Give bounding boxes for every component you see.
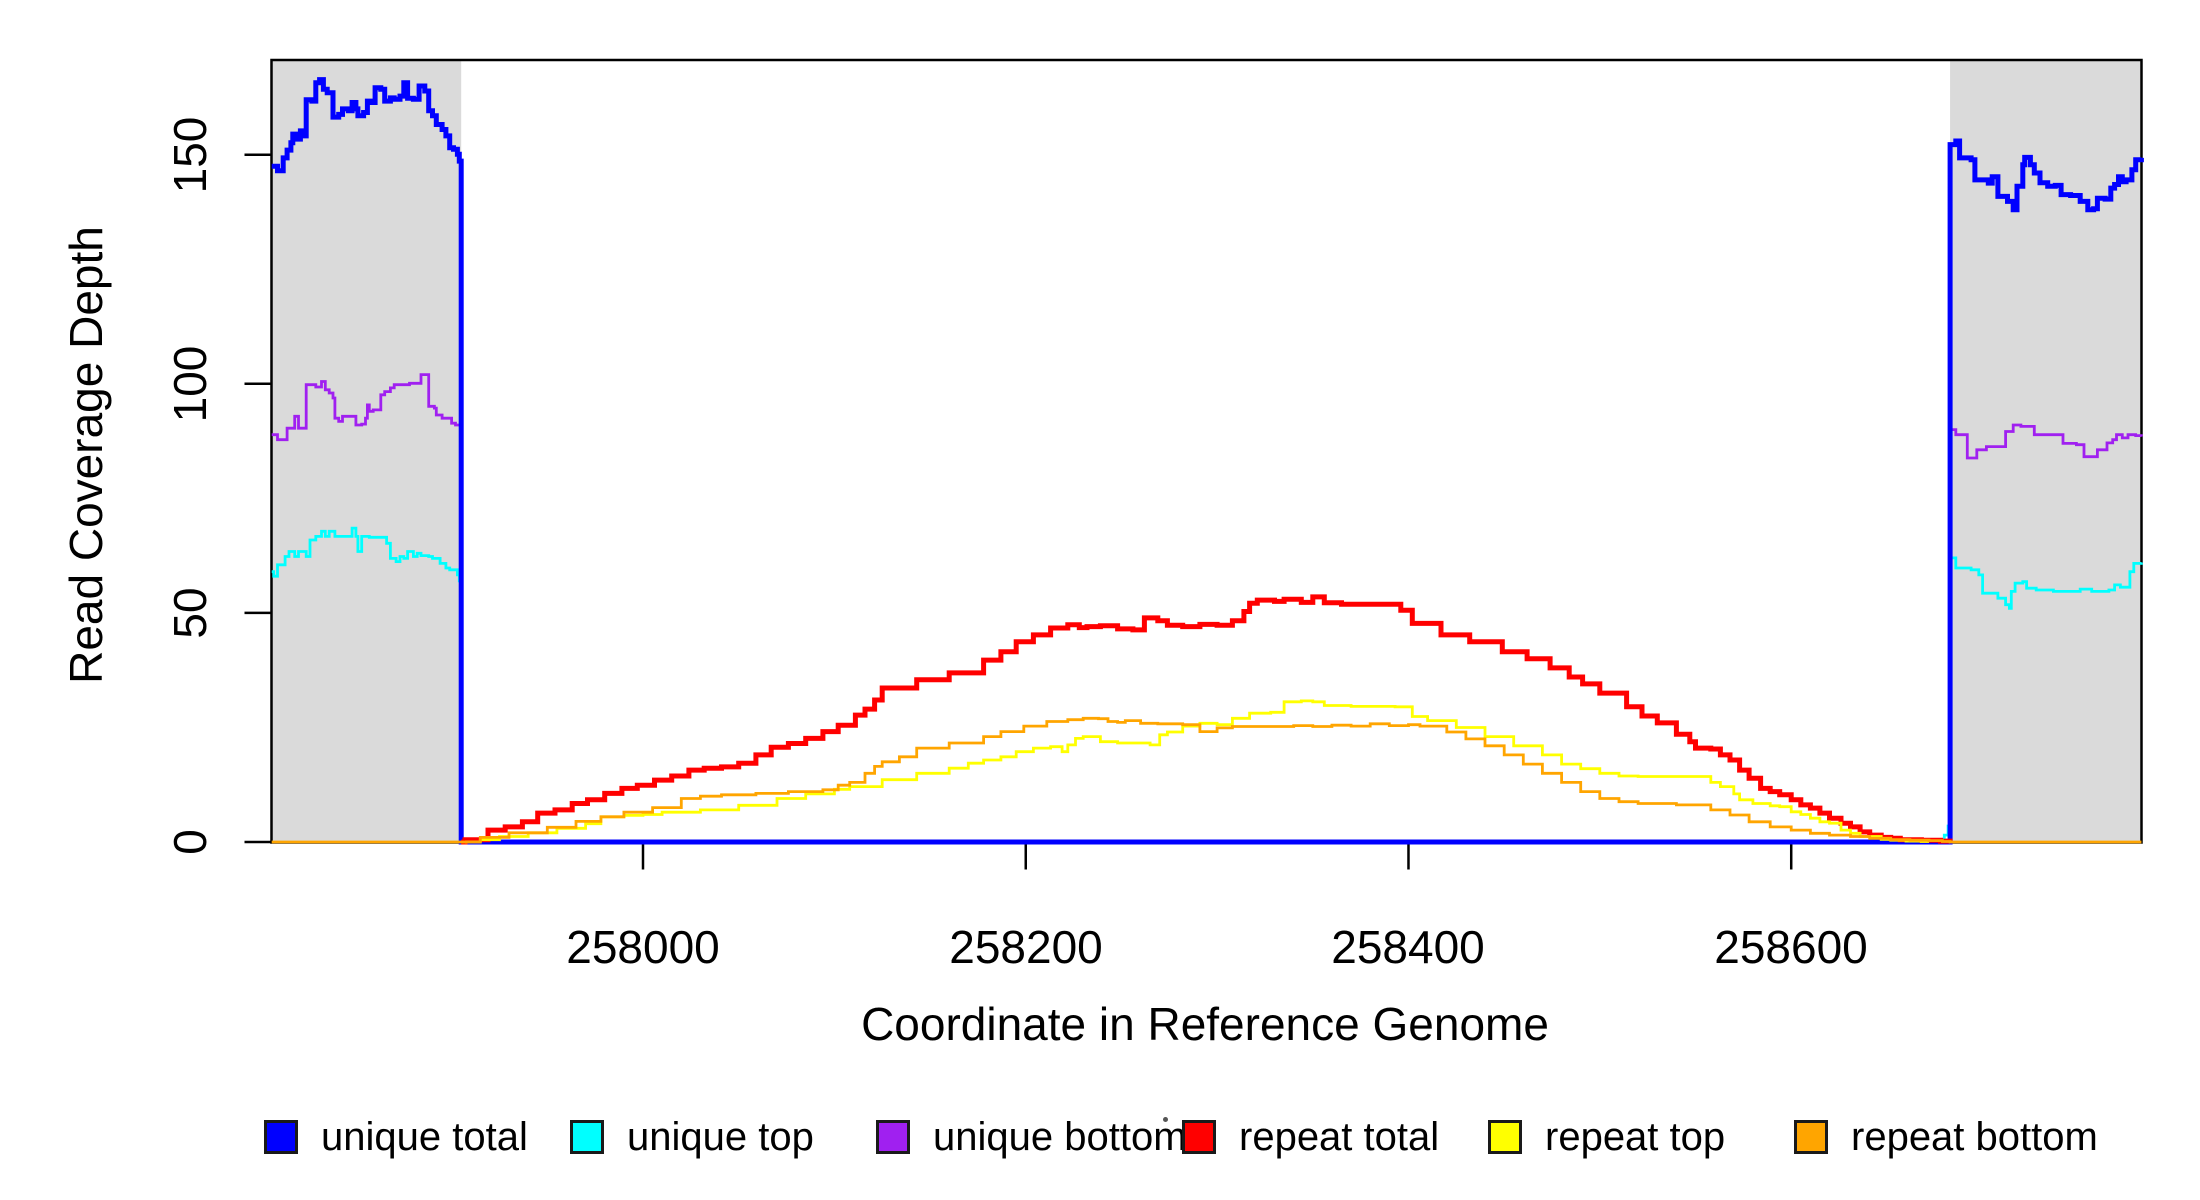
legend-label-repeat-top: repeat top xyxy=(1545,1115,1726,1159)
y-tick-label-100: 100 xyxy=(164,345,216,423)
legend-label-repeat-bottom: repeat bottom xyxy=(1851,1115,2098,1159)
legend-label-unique-total: unique total xyxy=(321,1115,528,1159)
legend-label-unique-bottom: unique bottom xyxy=(933,1115,1187,1159)
legend-swatch-repeat-bottom xyxy=(1794,1120,1828,1154)
x-tick-label-258600: 258600 xyxy=(1714,921,1868,973)
x-axis-title: Coordinate in Reference Genome xyxy=(861,998,1549,1050)
x-tick-label-258400: 258400 xyxy=(1331,921,1485,973)
series-unique-bottom-line xyxy=(271,373,2143,844)
legend-artifact-dot xyxy=(1163,1117,1168,1122)
x-tick-label-258200: 258200 xyxy=(949,921,1103,973)
legend-swatch-unique-bottom xyxy=(876,1120,910,1154)
series-repeat-total-line xyxy=(461,594,1953,845)
y-axis-title: Read Coverage Depth xyxy=(60,226,112,684)
y-tick-label-150: 150 xyxy=(164,116,216,194)
legend-swatch-unique-total xyxy=(264,1120,298,1154)
legend-swatch-repeat-top xyxy=(1488,1120,1522,1154)
legend-label-unique-top: unique top xyxy=(627,1115,814,1159)
series-repeat-bottom-line xyxy=(271,716,2142,844)
legend-label-repeat-total: repeat total xyxy=(1239,1115,1440,1159)
series-unique-top-line xyxy=(271,526,2143,844)
y-tick-label-50: 50 xyxy=(164,587,216,639)
shaded-region-left xyxy=(271,61,462,842)
legend-swatch-repeat-total xyxy=(1182,1120,1216,1154)
plot-box-border xyxy=(270,58,2143,844)
series-unique-total-line xyxy=(271,77,2144,845)
legend-swatch-unique-top xyxy=(570,1120,604,1154)
series-repeat-top-line xyxy=(465,699,1931,844)
y-tick-label-0: 0 xyxy=(164,829,216,855)
x-tick-label-258000: 258000 xyxy=(566,921,720,973)
